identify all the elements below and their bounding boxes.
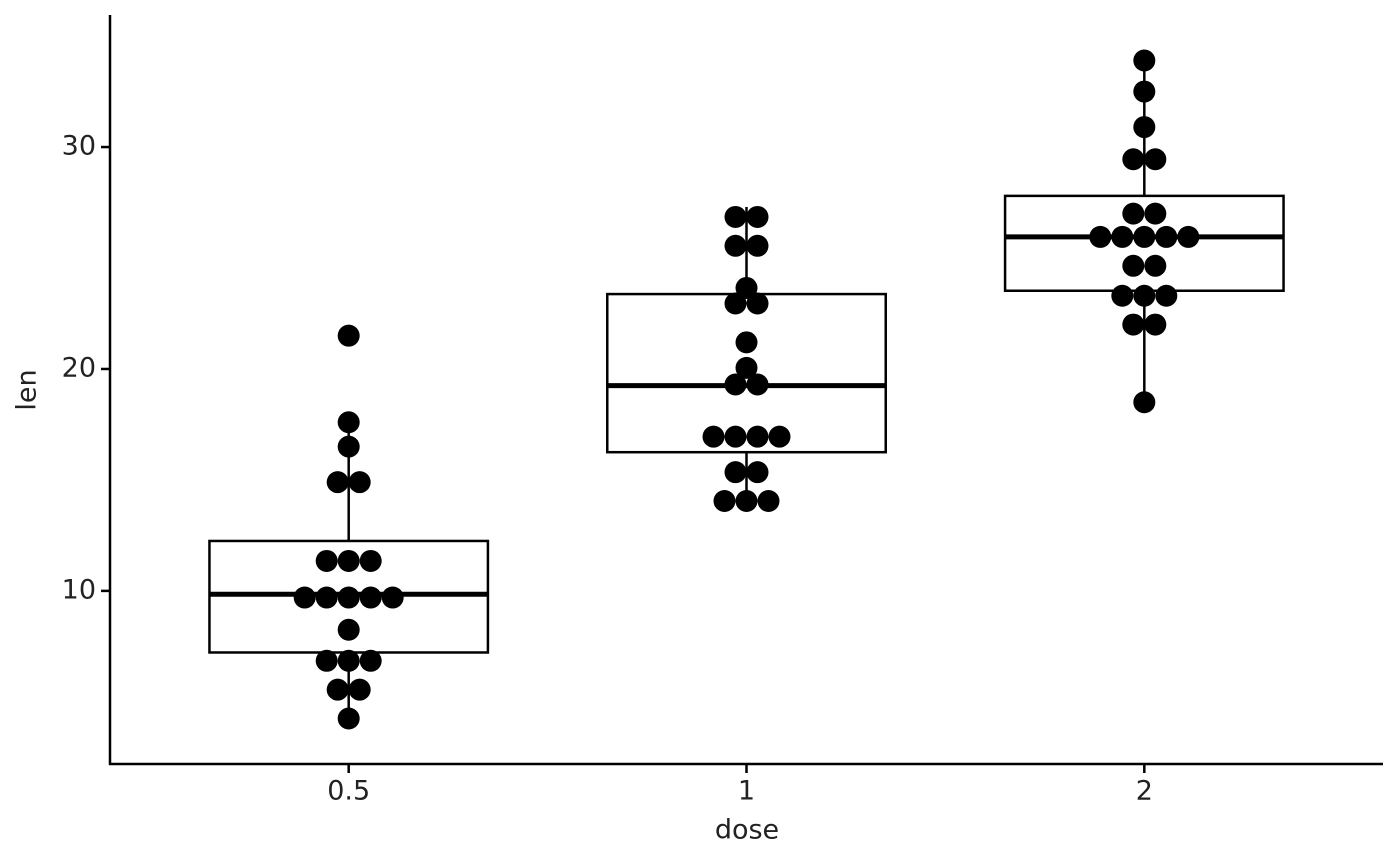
dot	[337, 435, 360, 458]
dot	[724, 373, 747, 396]
dot	[337, 411, 360, 434]
dot	[1155, 225, 1178, 248]
dot	[1111, 225, 1134, 248]
dot	[315, 586, 338, 609]
dot	[348, 678, 371, 701]
dot	[1144, 202, 1167, 225]
dot	[359, 549, 382, 572]
dot	[337, 618, 360, 641]
dot	[1122, 148, 1145, 171]
dot	[724, 205, 747, 228]
dot	[293, 586, 316, 609]
dot	[1122, 313, 1145, 336]
dot	[768, 425, 791, 448]
dot	[724, 292, 747, 315]
dot	[326, 471, 349, 494]
dot	[381, 586, 404, 609]
dot	[724, 461, 747, 484]
dot	[757, 490, 780, 513]
x-tick-label: 0.5	[327, 776, 370, 807]
dot	[348, 471, 371, 494]
dot	[746, 373, 769, 396]
x-axis-title: dose	[715, 815, 779, 846]
dot	[1133, 225, 1156, 248]
dot	[359, 649, 382, 672]
dot	[337, 549, 360, 572]
dot	[724, 234, 747, 257]
dot	[746, 205, 769, 228]
dot	[337, 649, 360, 672]
dot	[1089, 225, 1112, 248]
dot	[359, 586, 382, 609]
dot	[1144, 313, 1167, 336]
dot	[746, 461, 769, 484]
dot	[1133, 80, 1156, 103]
dot	[1133, 49, 1156, 72]
dot	[735, 490, 758, 513]
y-tick-label: 10	[62, 574, 96, 605]
dot	[315, 549, 338, 572]
dot	[337, 707, 360, 730]
dot	[337, 324, 360, 347]
dot	[746, 425, 769, 448]
dot	[702, 425, 725, 448]
dot	[1155, 284, 1178, 307]
y-tick-label: 30	[62, 131, 96, 162]
dot	[1122, 254, 1145, 277]
y-axis-title: len	[12, 369, 43, 410]
y-tick-label: 20	[62, 352, 96, 383]
dot	[326, 678, 349, 701]
x-tick-label: 1	[738, 776, 755, 807]
x-tick-label: 2	[1136, 776, 1153, 807]
dot	[1111, 284, 1134, 307]
dot	[724, 425, 747, 448]
dot	[735, 276, 758, 299]
dot	[1133, 116, 1156, 139]
dot	[735, 331, 758, 354]
dot	[337, 586, 360, 609]
dot	[1177, 225, 1200, 248]
dot	[1133, 284, 1156, 307]
dot	[1144, 148, 1167, 171]
dot	[1133, 391, 1156, 414]
dot	[1122, 202, 1145, 225]
dot	[1144, 254, 1167, 277]
dot	[713, 490, 736, 513]
dot	[315, 649, 338, 672]
dot	[746, 292, 769, 315]
dot	[746, 234, 769, 257]
dot	[735, 356, 758, 379]
